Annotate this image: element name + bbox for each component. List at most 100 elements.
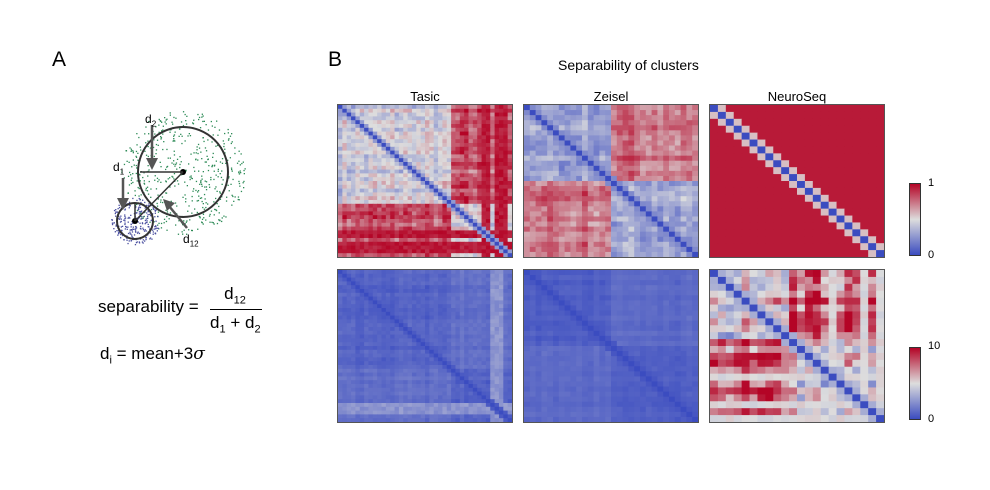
- heatmap-cell: [355, 368, 361, 374]
- heatmap-cell: [611, 175, 618, 182]
- cluster-point: [165, 119, 167, 121]
- heatmap-cell: [377, 196, 382, 201]
- heatmap-cell: [710, 125, 719, 134]
- heatmap-cell: [351, 270, 356, 275]
- heatmap-cell: [674, 196, 682, 202]
- heatmap-cell: [433, 285, 439, 290]
- cluster-point: [155, 220, 157, 222]
- heatmap-cell: [346, 146, 352, 152]
- heatmap-cell: [442, 270, 448, 275]
- heatmap-cell: [377, 162, 382, 167]
- heatmap-cell: [686, 216, 693, 223]
- heatmap-cell: [503, 319, 509, 324]
- heatmap-cell: [553, 211, 560, 217]
- heatmap-cell: [468, 277, 474, 282]
- heatmap-cell: [812, 167, 822, 175]
- heatmap-cell: [477, 238, 483, 243]
- heatmap-cell: [451, 311, 456, 317]
- heatmap-cell: [420, 304, 426, 309]
- heatmap-cell: [377, 222, 382, 228]
- cluster-point: [176, 180, 179, 182]
- heatmap-cell: [355, 338, 361, 343]
- heatmap-cell: [394, 349, 400, 355]
- cluster-point: [148, 120, 150, 123]
- heatmap-cell: [351, 245, 356, 250]
- heatmap-cell: [420, 315, 426, 320]
- heatmap-cell: [582, 226, 589, 233]
- heatmap-cell: [663, 160, 670, 167]
- cluster-point: [157, 180, 159, 183]
- heatmap-cell: [494, 158, 500, 163]
- heatmap-cell: [535, 196, 542, 202]
- heatmap-cell: [346, 192, 352, 197]
- heatmap-cell: [524, 105, 531, 111]
- heatmap-cell: [503, 154, 509, 159]
- heatmap-cell: [576, 196, 583, 202]
- heatmap-cell: [455, 338, 461, 343]
- heatmap-cell: [651, 226, 658, 233]
- heatmap-cell: [490, 304, 496, 309]
- heatmap-cell: [425, 162, 430, 167]
- heatmap-cell: [576, 211, 583, 217]
- heatmap-cell: [468, 361, 474, 366]
- heatmap-cell: [442, 169, 448, 174]
- heatmap-cell: [468, 108, 474, 114]
- heatmap-cell: [377, 372, 382, 377]
- heatmap-cell: [398, 207, 404, 212]
- heatmap-cell: [477, 368, 483, 374]
- cluster-point: [147, 140, 149, 142]
- heatmap-cell: [464, 184, 469, 190]
- heatmap-cell: [403, 222, 409, 228]
- heatmap-cell: [451, 273, 456, 279]
- cluster-point: [207, 129, 210, 131]
- heatmap-cell: [494, 127, 500, 133]
- heatmap-cell: [351, 127, 356, 133]
- heatmap-cell: [680, 175, 687, 182]
- heatmap-cell: [351, 289, 356, 294]
- heatmap-cell: [749, 201, 758, 210]
- heatmap-cell: [407, 196, 413, 201]
- heatmap-cell: [411, 108, 417, 114]
- heatmap-cell: [446, 330, 452, 336]
- heatmap-cell: [451, 357, 456, 362]
- heatmap-cell: [464, 315, 469, 320]
- heatmap-cell: [368, 196, 374, 201]
- heatmap-cell: [429, 215, 435, 220]
- cluster-point: [238, 172, 240, 174]
- heatmap-cell: [377, 108, 382, 114]
- cluster-point: [149, 237, 152, 239]
- cluster-point: [115, 209, 117, 211]
- heatmap-cell: [494, 150, 500, 155]
- cluster-point: [218, 219, 220, 221]
- heatmap-cell: [438, 285, 443, 290]
- heatmap-cell: [477, 184, 483, 190]
- heatmap-cell: [416, 253, 422, 257]
- heatmap-cell: [459, 334, 465, 339]
- heatmap-cell: [407, 105, 413, 110]
- heatmap-cell: [359, 207, 365, 212]
- heatmap-cell: [451, 169, 456, 174]
- heatmap-cell: [459, 192, 465, 197]
- heatmap-cell: [355, 169, 361, 174]
- heatmap-cell: [717, 194, 727, 203]
- heatmap-cell: [451, 349, 456, 355]
- heatmap-cell: [507, 196, 512, 201]
- heatmap-cell: [407, 188, 413, 193]
- heatmap-cell: [611, 145, 618, 152]
- cluster-point: [165, 168, 167, 171]
- heatmap-cell: [451, 277, 456, 282]
- heatmap-cell: [438, 346, 443, 351]
- heatmap-cell: [680, 241, 687, 248]
- heatmap-cell: [472, 131, 478, 136]
- heatmap-cell: [481, 273, 487, 279]
- heatmap-cell: [640, 155, 647, 162]
- cluster-point: [128, 204, 130, 206]
- heatmap-cell: [446, 368, 452, 374]
- heatmap-cell: [773, 243, 782, 251]
- heatmap-cell: [490, 245, 496, 250]
- heatmap-cell: [657, 175, 664, 182]
- heatmap-cell: [860, 125, 869, 134]
- heatmap-cell: [741, 125, 751, 134]
- heatmap-cell: [464, 222, 469, 228]
- heatmap-cell: [451, 162, 456, 167]
